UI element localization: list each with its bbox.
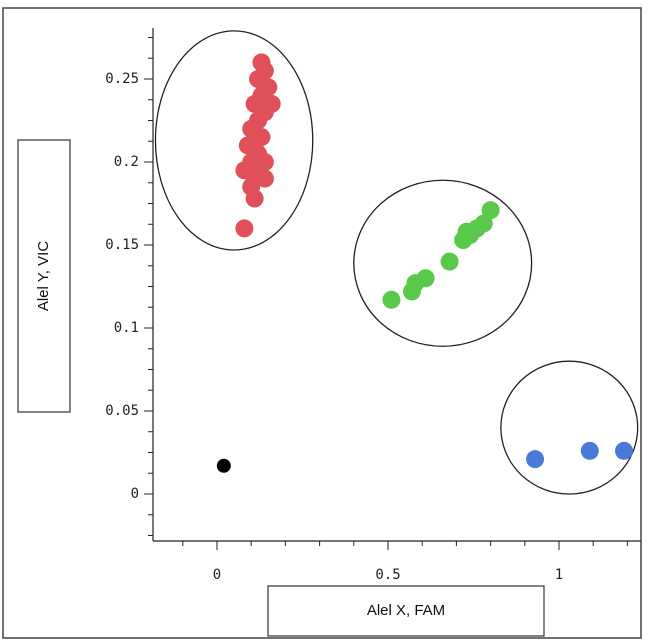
data-point [526, 450, 545, 469]
y-tick-label: 0.2 [114, 154, 139, 170]
x-tick-label: 0.5 [375, 567, 400, 583]
cluster-ellipse [353, 179, 533, 347]
cluster-ellipse [154, 30, 314, 251]
data-point [614, 441, 633, 460]
data-point [440, 252, 459, 271]
cluster-ellipses [154, 30, 639, 495]
data-point [245, 189, 264, 208]
y-tick-label: 0.15 [105, 237, 139, 253]
x-tick-label: 1 [555, 567, 563, 583]
data-points [216, 53, 633, 473]
data-point [416, 269, 435, 288]
data-point [382, 290, 401, 309]
data-point [580, 441, 599, 460]
y-tick-label: 0.1 [114, 320, 139, 336]
data-point [474, 214, 493, 233]
chart-frame [2, 7, 642, 639]
x-tick-label: 0 [213, 567, 221, 583]
y-label-box [17, 139, 71, 413]
data-point [216, 458, 231, 473]
cluster-ellipse [500, 360, 639, 495]
data-point [457, 222, 476, 241]
axis-ticks: 0 0.05 0.1 0.15 0.2 0.25 0 0.5 1 [105, 37, 628, 583]
y-tick-label: 0.05 [105, 403, 139, 419]
data-point [235, 219, 254, 238]
x-label-box [267, 585, 545, 637]
data-point [481, 201, 500, 220]
y-axis-label: Alel Y, VIC [35, 241, 52, 311]
x-axis-label: Alel X, FAM [367, 602, 445, 619]
data-point [255, 169, 274, 188]
y-tick-label: 0 [131, 486, 139, 502]
y-tick-label: 0.25 [105, 71, 139, 87]
